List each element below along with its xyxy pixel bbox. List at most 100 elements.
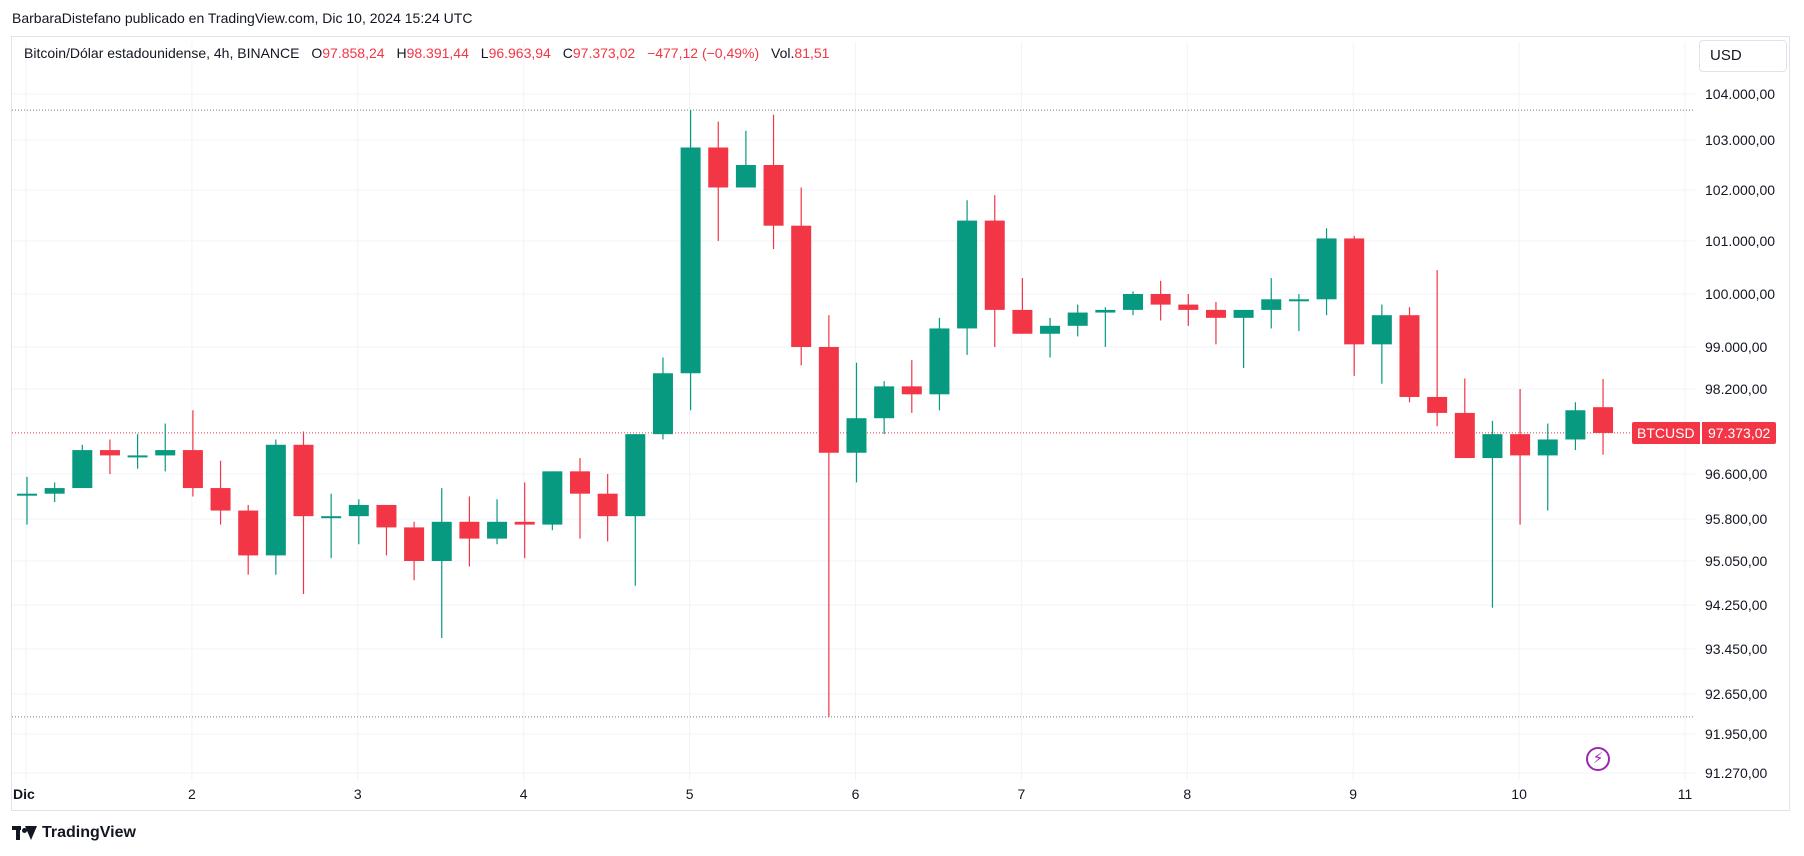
candle-body: [487, 521, 508, 539]
time-tick-label: 11: [1678, 786, 1693, 802]
candle-body: [1454, 412, 1475, 459]
candle-up: [17, 476, 37, 525]
candle-body: [1537, 439, 1558, 456]
candle-body: [1123, 294, 1143, 310]
candle-body: [210, 488, 231, 511]
candle-up: [929, 317, 950, 411]
candle-down: [818, 315, 839, 717]
candle-body: [155, 450, 176, 456]
candle-body: [459, 521, 480, 539]
candle-body: [625, 434, 646, 517]
candle-body: [293, 444, 314, 517]
candle-down: [404, 521, 425, 581]
time-tick-label: 10: [1511, 786, 1527, 802]
price-tick-label: 91.270,00: [1705, 765, 1767, 781]
low-label: L: [480, 45, 489, 61]
candle-body: [1012, 309, 1033, 334]
price-tag-symbol: BTCUSD: [1632, 421, 1700, 444]
candle-up: [957, 200, 978, 355]
candle-down: [1012, 278, 1033, 334]
lightning-icon[interactable]: ⚡: [1586, 747, 1610, 771]
candle-down: [1427, 270, 1448, 427]
candle-body: [1095, 309, 1116, 313]
candle-down: [238, 504, 259, 575]
brand[interactable]: TradingView: [12, 824, 136, 842]
candle-body: [1482, 434, 1503, 459]
candle-down: [1150, 280, 1171, 321]
candle-up: [1482, 420, 1503, 608]
candle-down: [763, 114, 784, 249]
open-label: O: [311, 45, 323, 61]
time-tick-label: 3: [354, 786, 362, 802]
publication-caption: BarbaraDistefano publicado en TradingVie…: [12, 10, 473, 26]
candle-body: [680, 147, 701, 374]
candle-body: [763, 165, 784, 226]
chart-grid: [12, 42, 1695, 780]
candle-body: [1067, 312, 1088, 326]
candle-up: [680, 110, 701, 411]
candle-down: [1593, 378, 1614, 455]
candle-up: [348, 499, 369, 545]
price-tick-label: 104.000,00: [1705, 86, 1775, 102]
candle-down: [182, 410, 203, 497]
brand-name: TradingView: [42, 824, 136, 841]
candle-down: [1205, 301, 1226, 345]
volume-label: Vol.: [771, 45, 795, 61]
candle-down: [597, 474, 618, 542]
candle-down: [1344, 235, 1365, 376]
candles: [17, 110, 1614, 717]
candle-body: [376, 504, 397, 528]
price-tick-label: 96.600,00: [1705, 466, 1767, 482]
candle-body: [735, 165, 756, 188]
candle-down: [1454, 378, 1475, 459]
candle-body: [542, 471, 563, 525]
candle-up: [1123, 291, 1143, 316]
candle-body: [1150, 294, 1171, 305]
candle-body: [72, 450, 93, 489]
candle-body: [708, 147, 729, 188]
candle-up: [1565, 402, 1586, 451]
candle-up: [265, 439, 286, 575]
candle-up: [1040, 317, 1061, 358]
candle-up: [1371, 304, 1392, 384]
candle-body: [404, 527, 425, 561]
candle-down: [99, 439, 120, 474]
candle-down: [210, 460, 231, 525]
candle-down: [1510, 389, 1531, 525]
candle-body: [597, 493, 618, 517]
high-value: 98.391,44: [406, 45, 469, 61]
time-tick-label: 4: [520, 786, 528, 802]
candle-body: [652, 373, 673, 435]
candle-down: [293, 431, 314, 594]
chart-frame: [11, 36, 1790, 811]
candle-body: [846, 418, 867, 453]
symbol-description: Bitcoin/Dólar estadounidense, 4h, BINANC…: [24, 45, 300, 61]
candle-body: [1593, 407, 1614, 433]
candle-down: [901, 360, 922, 413]
price-tick-label: 91.950,00: [1705, 726, 1767, 742]
candle-body: [431, 521, 452, 561]
candle-up: [1067, 304, 1088, 337]
candle-up: [874, 381, 895, 435]
candle-up: [1288, 294, 1309, 332]
candle-down: [1178, 294, 1199, 326]
price-tick-label: 95.050,00: [1705, 553, 1767, 569]
candle-body: [182, 450, 203, 489]
price-tick-label: 99.000,00: [1705, 339, 1767, 355]
time-tick-label: 9: [1349, 786, 1357, 802]
time-tick-label: 2: [188, 786, 196, 802]
candle-body: [818, 347, 839, 453]
candle-body: [1399, 315, 1420, 397]
candle-body: [265, 444, 286, 556]
candle-up: [542, 471, 563, 531]
candle-body: [514, 521, 535, 525]
candle-up: [1233, 309, 1254, 368]
candle-up: [155, 423, 176, 472]
currency-selector[interactable]: USD: [1699, 40, 1787, 72]
time-tick-label: Dic: [13, 786, 35, 802]
candle-body: [1344, 238, 1365, 345]
volume-value: 81,51: [794, 45, 830, 61]
price-tick-label: 92.650,00: [1705, 686, 1767, 702]
time-tick-label: 8: [1183, 786, 1191, 802]
